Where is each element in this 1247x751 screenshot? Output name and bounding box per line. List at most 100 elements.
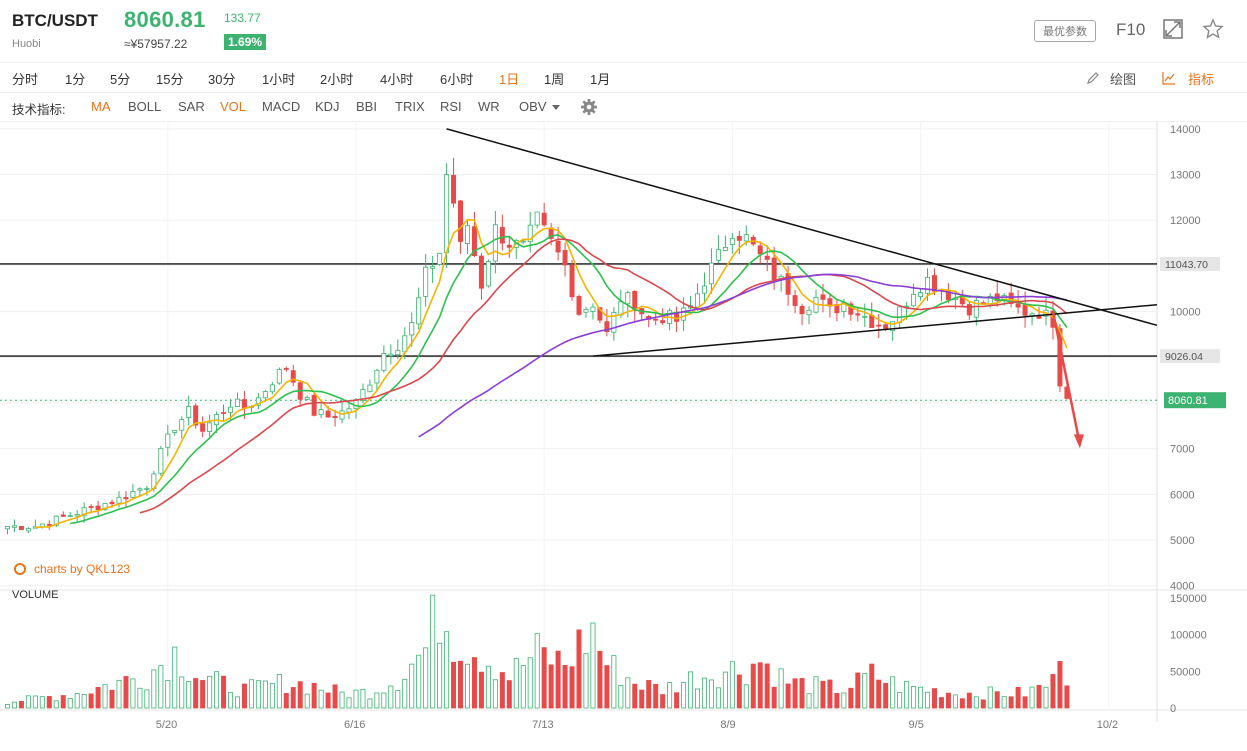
- interval-5m[interactable]: 5分: [110, 72, 131, 87]
- volume-bar: [471, 657, 477, 709]
- price-axis-tick: 14000: [1170, 124, 1201, 136]
- candle-body: [88, 506, 94, 508]
- volume-bar: [116, 679, 122, 709]
- candle-body: [179, 419, 185, 431]
- candle-body: [729, 237, 735, 246]
- volume-bar: [95, 687, 101, 709]
- candle-body: [618, 301, 624, 316]
- indicator-button[interactable]: 指标: [1188, 72, 1215, 87]
- volume-bar: [736, 674, 742, 709]
- price-axis-tick: 13000: [1170, 170, 1201, 182]
- volume-bar: [897, 692, 903, 709]
- volume-bar: [158, 665, 164, 709]
- volume-bar: [555, 650, 561, 709]
- candle-body: [736, 236, 742, 241]
- volume-bar: [506, 680, 512, 709]
- candle-body: [186, 406, 192, 418]
- f10-button[interactable]: F10: [1116, 20, 1146, 39]
- candle-body: [911, 293, 917, 307]
- volume-bar: [695, 688, 701, 709]
- candle-body: [304, 397, 310, 400]
- volume-bar: [451, 661, 457, 709]
- interval-1w[interactable]: 1周: [544, 72, 565, 87]
- volume-bar: [904, 680, 910, 709]
- indicator-vol[interactable]: VOL: [220, 99, 247, 114]
- candle-body: [611, 312, 617, 333]
- volume-bar: [290, 687, 296, 709]
- interval-1d[interactable]: 1日: [499, 72, 520, 87]
- draw-button[interactable]: 绘图: [1110, 72, 1137, 87]
- indicator-ma[interactable]: MA: [91, 99, 111, 114]
- candle-body: [25, 528, 31, 532]
- price-chart[interactable]: 1400013000120001100010000900080007000600…: [0, 122, 1247, 751]
- volume-bar: [764, 663, 770, 709]
- candle-body: [520, 240, 526, 243]
- interval-1mo[interactable]: 1月: [590, 72, 611, 87]
- chevron-down-icon[interactable]: [552, 103, 560, 111]
- indicator-bbi[interactable]: BBI: [356, 99, 377, 114]
- interval-6h[interactable]: 6小时: [440, 72, 474, 87]
- volume-bar: [862, 673, 868, 709]
- candle-body: [918, 292, 924, 297]
- pencil-icon: [1087, 72, 1099, 84]
- interval-1h[interactable]: 1小时: [262, 72, 296, 87]
- volume-bar: [409, 663, 415, 709]
- candle-body: [339, 410, 345, 420]
- volume-bar: [688, 671, 694, 709]
- candle-body: [74, 514, 80, 517]
- indicator-obv-dropdown[interactable]: OBV: [519, 99, 547, 114]
- indicator-sar[interactable]: SAR: [178, 99, 205, 114]
- volume-bar: [32, 695, 38, 709]
- indicator-trix[interactable]: TRIX: [395, 99, 425, 114]
- gear-icon[interactable]: [580, 98, 598, 116]
- interval-fenshi[interactable]: 分时: [12, 72, 39, 87]
- volume-bar: [374, 692, 380, 709]
- volume-bar: [130, 678, 136, 709]
- indicator-kdj[interactable]: KDJ: [315, 99, 340, 114]
- star-icon[interactable]: [1202, 18, 1224, 40]
- indicator-macd[interactable]: MACD: [262, 99, 301, 114]
- volume-bar: [88, 693, 94, 709]
- candle-body: [715, 249, 721, 261]
- volume-bar: [416, 654, 422, 709]
- candle-body: [464, 225, 470, 244]
- candle-body: [458, 200, 464, 242]
- candle-body: [534, 211, 540, 226]
- interval-30m[interactable]: 30分: [208, 72, 236, 87]
- candle-body: [931, 275, 937, 292]
- interval-2h[interactable]: 2小时: [320, 72, 354, 87]
- volume-bar: [437, 642, 443, 709]
- candle-body: [325, 410, 331, 418]
- candle-body: [221, 412, 227, 414]
- volume-bar: [39, 696, 45, 709]
- volume-bar: [938, 697, 944, 709]
- candle-body: [18, 525, 24, 530]
- optimal-params-button[interactable]: 最优参数: [1034, 20, 1096, 42]
- indicator-wr[interactable]: WR: [478, 99, 500, 114]
- candle-body: [708, 262, 714, 285]
- volume-bar: [402, 678, 408, 709]
- candle-body: [681, 307, 687, 321]
- candle-body: [137, 488, 143, 491]
- volume-bar: [492, 679, 498, 709]
- candle-body: [478, 255, 484, 289]
- volume-bar: [520, 665, 526, 709]
- volume-bar: [151, 669, 157, 709]
- candle-body: [234, 398, 240, 407]
- last-price: 8060.81: [124, 7, 206, 32]
- candle-body: [144, 488, 150, 490]
- interval-15m[interactable]: 15分: [156, 72, 184, 87]
- candle-body: [53, 515, 59, 526]
- volume-bar: [499, 672, 505, 709]
- expand-icon[interactable]: [1162, 18, 1184, 40]
- interval-1m[interactable]: 1分: [65, 72, 86, 87]
- candle-body: [562, 250, 568, 266]
- volume-bar: [799, 678, 805, 709]
- indicator-boll[interactable]: BOLL: [128, 99, 162, 114]
- candle-body: [855, 313, 861, 316]
- interval-4h[interactable]: 4小时: [380, 72, 414, 87]
- volume-bar: [625, 677, 631, 709]
- volume-bar: [241, 683, 247, 709]
- candle-body: [499, 227, 505, 244]
- indicator-rsi[interactable]: RSI: [440, 99, 462, 114]
